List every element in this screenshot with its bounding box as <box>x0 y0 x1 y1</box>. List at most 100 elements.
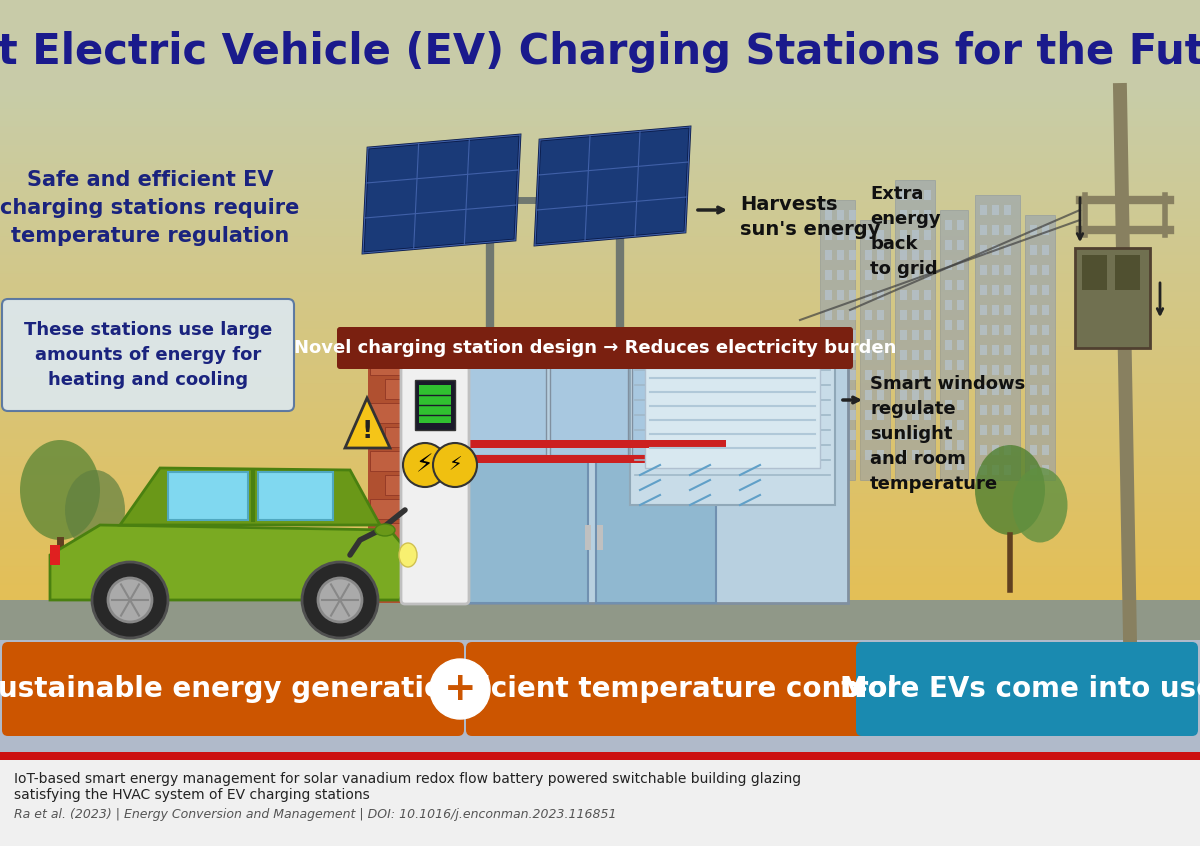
Bar <box>958 300 964 310</box>
Bar <box>850 270 856 280</box>
Bar <box>1042 465 1049 475</box>
Text: Smart windows
regulate
sunlight
and room
temperature: Smart windows regulate sunlight and room… <box>870 375 1025 493</box>
Bar <box>826 290 832 300</box>
Bar <box>946 220 952 230</box>
Bar <box>900 250 907 260</box>
FancyBboxPatch shape <box>2 299 294 411</box>
Text: Extra
energy
back
to grid: Extra energy back to grid <box>870 185 941 278</box>
Text: These stations use large
amounts of energy for
heating and cooling: These stations use large amounts of ener… <box>24 321 272 389</box>
Bar <box>50 545 60 565</box>
Bar <box>992 385 998 395</box>
Bar <box>992 465 998 475</box>
Bar <box>1030 265 1037 275</box>
Ellipse shape <box>398 543 418 567</box>
Bar <box>992 225 998 235</box>
Bar <box>1030 445 1037 455</box>
Bar <box>912 450 919 460</box>
Bar <box>980 325 986 335</box>
Bar <box>877 370 884 380</box>
Bar <box>838 230 844 240</box>
Bar <box>850 230 856 240</box>
Bar <box>958 400 964 410</box>
Bar <box>924 270 931 280</box>
Circle shape <box>403 443 446 487</box>
Bar <box>1004 425 1010 435</box>
Bar <box>980 425 986 435</box>
Bar <box>850 370 856 380</box>
Bar <box>946 320 952 330</box>
Bar <box>912 350 919 360</box>
Text: Ra et al. (2023) | Energy Conversion and Management | DOI: 10.1016/j.enconman.20: Ra et al. (2023) | Energy Conversion and… <box>14 808 617 821</box>
Bar <box>980 205 986 215</box>
Bar <box>1030 385 1037 395</box>
Text: More EVs come into use: More EVs come into use <box>840 675 1200 703</box>
Bar <box>826 370 832 380</box>
Bar <box>826 230 832 240</box>
Bar <box>924 450 931 460</box>
Bar <box>1004 245 1010 255</box>
Bar <box>924 430 931 440</box>
FancyBboxPatch shape <box>337 327 853 369</box>
Bar <box>458 353 848 603</box>
Bar <box>1004 385 1010 395</box>
Bar <box>1004 465 1010 475</box>
Bar <box>826 270 832 280</box>
Bar <box>924 390 931 400</box>
Bar <box>900 350 907 360</box>
Bar <box>1042 365 1049 375</box>
Bar <box>412 499 450 519</box>
Bar <box>980 405 986 415</box>
Bar <box>598 525 604 550</box>
FancyBboxPatch shape <box>856 642 1198 736</box>
Bar <box>368 353 458 603</box>
Bar <box>958 460 964 470</box>
Bar <box>1115 255 1140 290</box>
Bar <box>468 460 588 603</box>
Polygon shape <box>346 398 390 448</box>
Bar <box>992 205 998 215</box>
Bar <box>912 250 919 260</box>
Bar <box>900 330 907 340</box>
Bar <box>1042 225 1049 235</box>
Bar <box>1042 325 1049 335</box>
Bar <box>877 450 884 460</box>
Bar <box>946 440 952 450</box>
Bar <box>924 310 931 320</box>
Bar <box>877 350 884 360</box>
FancyBboxPatch shape <box>2 642 464 736</box>
Circle shape <box>302 562 378 638</box>
Bar <box>370 499 408 519</box>
Bar <box>630 365 835 505</box>
Bar <box>1082 255 1108 290</box>
Text: IoT-based smart energy management for solar vanadium redox flow battery powered : IoT-based smart energy management for so… <box>14 772 802 786</box>
Bar <box>850 450 856 460</box>
Bar <box>865 270 872 280</box>
Bar <box>412 355 450 375</box>
Bar <box>912 310 919 320</box>
Bar <box>1004 405 1010 415</box>
Bar <box>992 445 998 455</box>
Bar <box>958 260 964 270</box>
FancyBboxPatch shape <box>466 642 868 736</box>
Polygon shape <box>364 135 520 253</box>
Text: Smart Electric Vehicle (EV) Charging Stations for the Future: Smart Electric Vehicle (EV) Charging Sta… <box>0 31 1200 73</box>
Bar <box>1030 425 1037 435</box>
Bar <box>924 250 931 260</box>
Bar <box>838 450 844 460</box>
Bar <box>974 195 1020 480</box>
Bar <box>900 190 907 200</box>
Bar <box>924 370 931 380</box>
Bar <box>826 450 832 460</box>
Bar <box>958 380 964 390</box>
Bar <box>865 330 872 340</box>
Circle shape <box>430 659 490 719</box>
Text: Efficient temperature control: Efficient temperature control <box>438 675 896 703</box>
Bar <box>924 330 931 340</box>
Bar <box>850 350 856 360</box>
Bar <box>385 475 424 495</box>
Bar <box>0 752 1200 760</box>
Bar <box>958 420 964 430</box>
Bar <box>826 330 832 340</box>
Bar <box>877 410 884 420</box>
Text: Harvests
sun's energy: Harvests sun's energy <box>740 195 881 239</box>
